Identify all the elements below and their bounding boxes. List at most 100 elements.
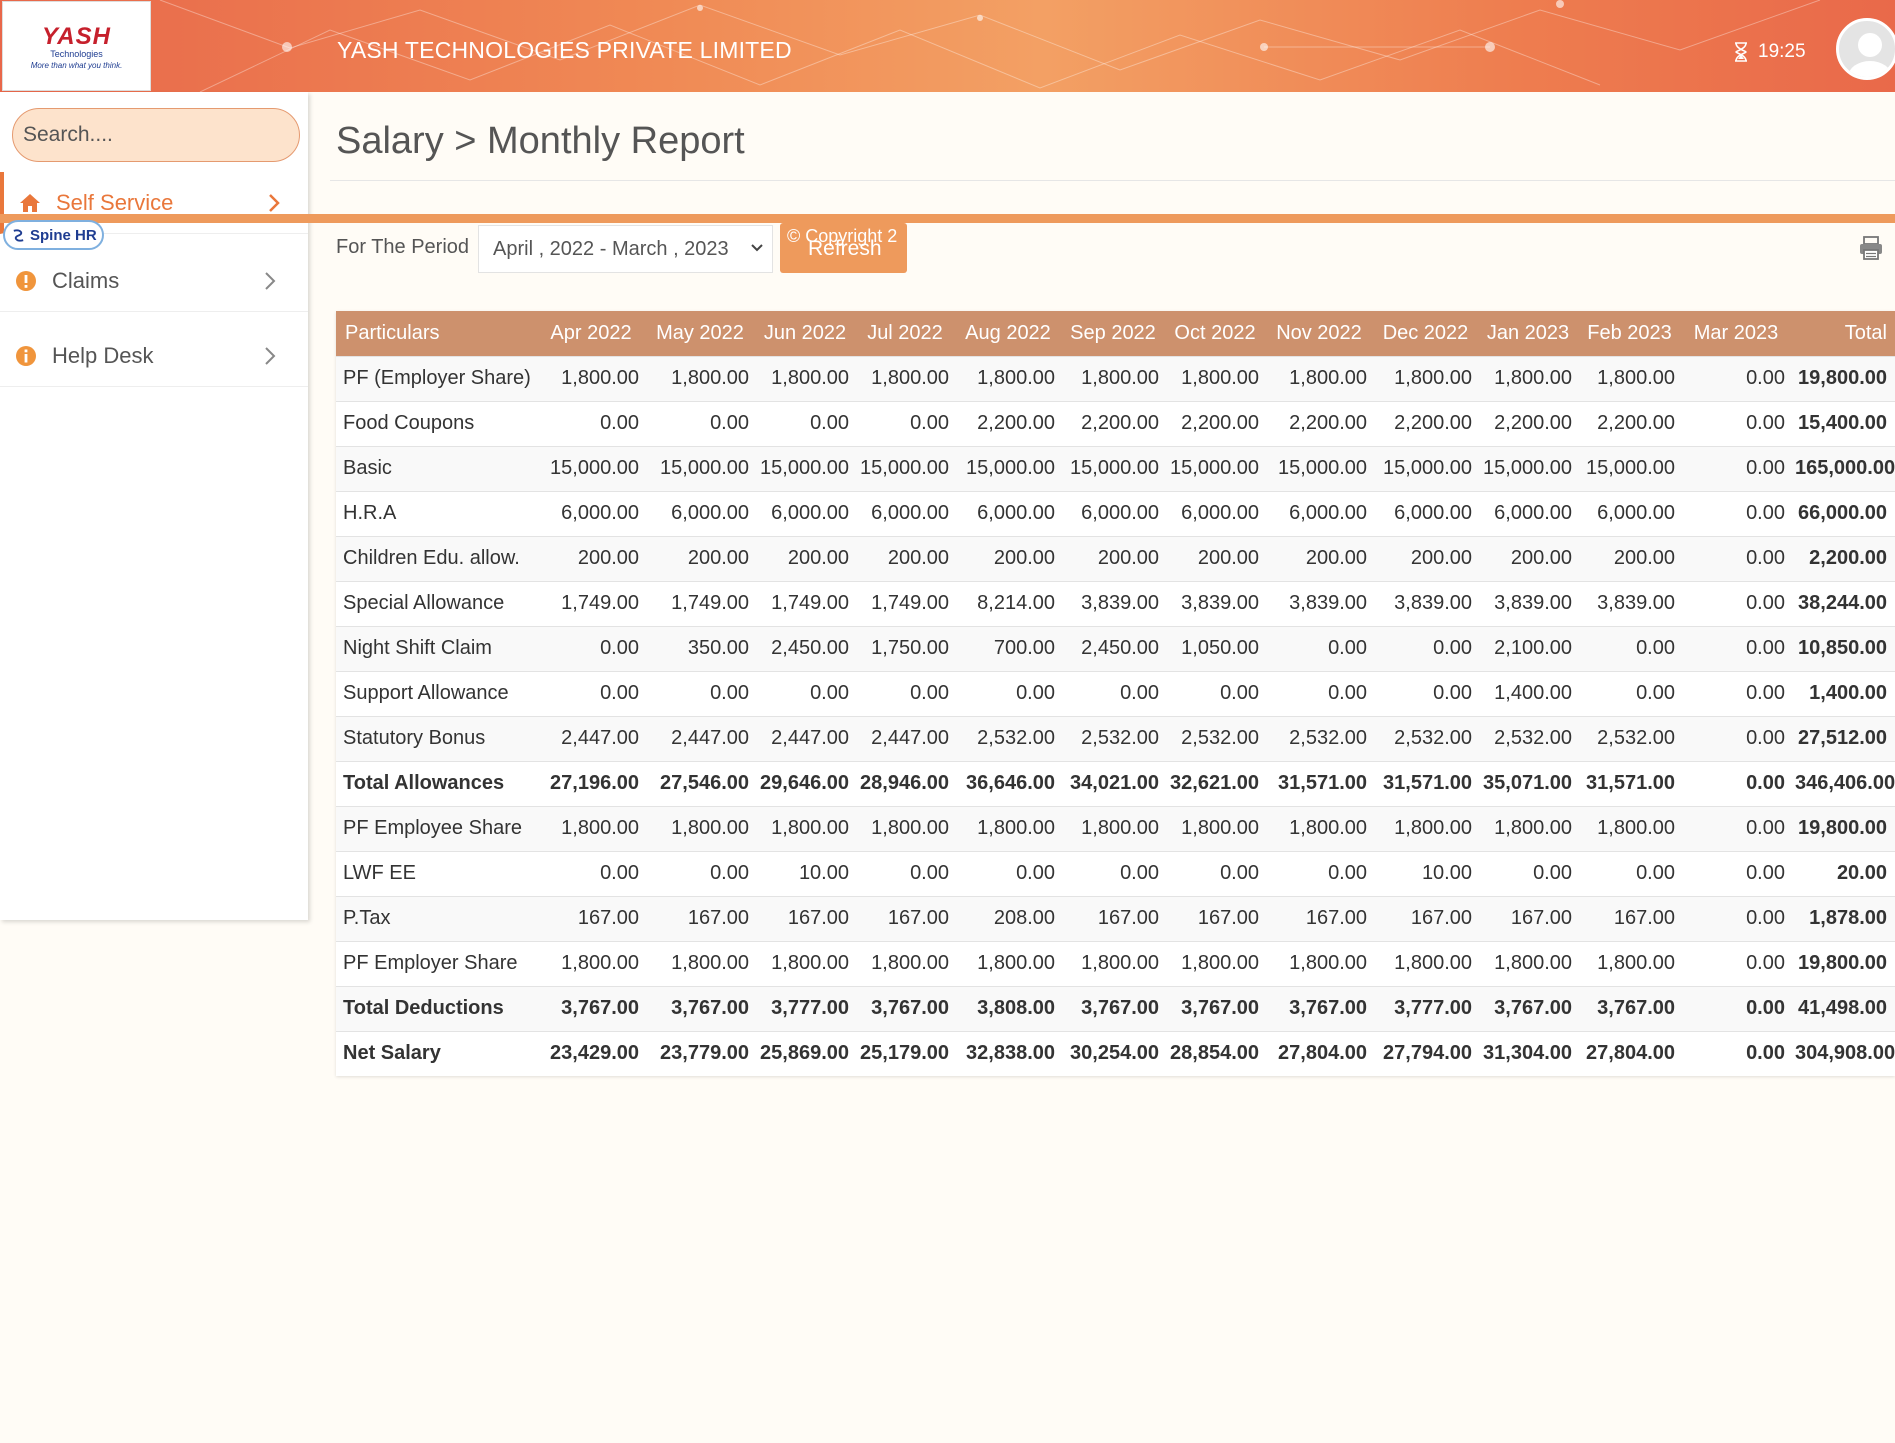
table-cell: 1,800.00 bbox=[1578, 940, 1681, 986]
table-cell: 1,800.00 bbox=[537, 805, 645, 851]
table-row: LWF EE 0.00 0.00 10.00 0.00 0.00 0.00 0.00 0.00 1… bbox=[336, 850, 1895, 896]
table-cell: 8,214.00 bbox=[955, 580, 1061, 626]
table-cell: 1,800.00 bbox=[645, 355, 755, 401]
table-cell: 10.00 bbox=[755, 850, 855, 896]
table-cell: 36,646.00 bbox=[955, 760, 1061, 806]
table-cell: 700.00 bbox=[955, 625, 1061, 671]
user-avatar[interactable] bbox=[1836, 18, 1895, 80]
table-cell: 3,767.00 bbox=[1265, 985, 1373, 1031]
table-cell: 0.00 bbox=[645, 400, 755, 446]
table-cell: 1,800.00 bbox=[1061, 940, 1165, 986]
table-cell: 0.00 bbox=[1681, 445, 1791, 491]
table-cell: 1,800.00 bbox=[1165, 805, 1265, 851]
print-icon[interactable] bbox=[1858, 235, 1884, 261]
table-cell: 25,179.00 bbox=[855, 1030, 955, 1076]
table-cell: 1,800.00 bbox=[855, 940, 955, 986]
table-cell: 1,800.00 bbox=[855, 355, 955, 401]
sidebar-item-claims[interactable]: Claims bbox=[0, 250, 308, 312]
table-cell: 0.00 bbox=[1681, 400, 1791, 446]
column-header: Total bbox=[1791, 311, 1895, 356]
table-cell: 200.00 bbox=[1373, 535, 1478, 581]
row-label: PF (Employer Share) bbox=[336, 355, 537, 401]
table-cell: 2,200.00 bbox=[1373, 400, 1478, 446]
sidebar-item-self-service[interactable]: Self Service bbox=[0, 172, 308, 234]
table-cell: 2,447.00 bbox=[855, 715, 955, 761]
table-cell: 0.00 bbox=[1265, 670, 1373, 716]
table-row: Special Allowance 1,749.00 1,749.00 1,749.0… bbox=[336, 580, 1895, 626]
table-cell: 1,800.00 bbox=[1061, 355, 1165, 401]
table-cell: 3,839.00 bbox=[1478, 580, 1578, 626]
table-cell: 3,767.00 bbox=[1478, 985, 1578, 1031]
period-select-value: April , 2022 - March , 2023 bbox=[493, 237, 729, 260]
table-cell: 200.00 bbox=[537, 535, 645, 581]
table-cell: 1,800.00 bbox=[955, 355, 1061, 401]
period-select[interactable]: April , 2022 - March , 2023 bbox=[478, 225, 773, 273]
table-cell: 0.00 bbox=[1681, 850, 1791, 896]
row-total-cell: 2,200.00 bbox=[1791, 535, 1895, 581]
sidebar-item-help-desk[interactable]: Help Desk bbox=[0, 325, 308, 387]
table-cell: 0.00 bbox=[1681, 355, 1791, 401]
salary-table: Particulars Apr 2022 May 2022 Jun 2022 Jul 2… bbox=[336, 311, 1895, 1076]
table-cell: 3,767.00 bbox=[855, 985, 955, 1031]
table-cell: 1,800.00 bbox=[955, 940, 1061, 986]
period-label: For The Period bbox=[336, 236, 470, 258]
session-timer: 19:25 bbox=[1734, 41, 1806, 63]
table-cell: 15,000.00 bbox=[955, 445, 1061, 491]
table-cell: 2,532.00 bbox=[1061, 715, 1165, 761]
company-logo[interactable]: YASH Technologies More than what you thi… bbox=[2, 1, 151, 91]
table-cell: 15,000.00 bbox=[1478, 445, 1578, 491]
table-cell: 31,571.00 bbox=[1578, 760, 1681, 806]
table-cell: 3,777.00 bbox=[755, 985, 855, 1031]
table-cell: 1,800.00 bbox=[755, 355, 855, 401]
column-header: Aug 2022 bbox=[955, 311, 1061, 356]
table-cell: 0.00 bbox=[1681, 805, 1791, 851]
table-cell: 350.00 bbox=[645, 625, 755, 671]
row-label: Food Coupons bbox=[336, 400, 537, 446]
table-cell: 0.00 bbox=[855, 670, 955, 716]
table-cell: 2,200.00 bbox=[1578, 400, 1681, 446]
row-label: Basic bbox=[336, 445, 537, 491]
table-cell: 6,000.00 bbox=[1478, 490, 1578, 536]
table-cell: 0.00 bbox=[1681, 490, 1791, 536]
table-cell: 167.00 bbox=[1578, 895, 1681, 941]
table-cell: 167.00 bbox=[1478, 895, 1578, 941]
table-cell: 0.00 bbox=[1578, 625, 1681, 671]
table-cell: 6,000.00 bbox=[1165, 490, 1265, 536]
sidebar-item-label: Self Service bbox=[56, 189, 174, 215]
table-cell: 0.00 bbox=[645, 850, 755, 896]
header-network-pattern bbox=[159, 0, 1821, 92]
table-cell: 0.00 bbox=[1681, 580, 1791, 626]
column-header: May 2022 bbox=[645, 311, 755, 356]
table-cell: 200.00 bbox=[1165, 535, 1265, 581]
refresh-button[interactable]: Refresh bbox=[780, 223, 907, 273]
table-cell: 3,839.00 bbox=[1578, 580, 1681, 626]
spine-hr-badge[interactable]: Spine HR bbox=[3, 220, 104, 250]
row-label: Special Allowance bbox=[336, 580, 537, 626]
table-cell: 35,071.00 bbox=[1478, 760, 1578, 806]
table-cell: 1,400.00 bbox=[1478, 670, 1578, 716]
column-header: Dec 2022 bbox=[1373, 311, 1478, 356]
row-total-cell: 38,244.00 bbox=[1791, 580, 1895, 626]
table-cell: 0.00 bbox=[1681, 895, 1791, 941]
table-cell: 3,767.00 bbox=[537, 985, 645, 1031]
table-cell: 1,800.00 bbox=[1165, 940, 1265, 986]
column-header: Mar 2023 bbox=[1681, 311, 1791, 356]
table-cell: 0.00 bbox=[1165, 670, 1265, 716]
table-cell: 27,794.00 bbox=[1373, 1030, 1478, 1076]
search-input[interactable] bbox=[12, 108, 300, 162]
table-cell: 1,800.00 bbox=[1373, 940, 1478, 986]
table-cell: 0.00 bbox=[1265, 850, 1373, 896]
row-total-cell: 27,512.00 bbox=[1791, 715, 1895, 761]
sidebar-item-label: Help Desk bbox=[52, 342, 154, 368]
table-cell: 1,800.00 bbox=[645, 940, 755, 986]
orange-divider bbox=[0, 214, 1895, 223]
table-cell: 1,800.00 bbox=[1373, 805, 1478, 851]
table-cell: 1,749.00 bbox=[855, 580, 955, 626]
column-header: Jan 2023 bbox=[1478, 311, 1578, 356]
table-cell: 200.00 bbox=[1578, 535, 1681, 581]
table-cell: 0.00 bbox=[1681, 985, 1791, 1031]
table-cell: 1,800.00 bbox=[1478, 355, 1578, 401]
column-header: Jun 2022 bbox=[755, 311, 855, 356]
table-cell: 167.00 bbox=[1373, 895, 1478, 941]
table-cell: 27,546.00 bbox=[645, 760, 755, 806]
